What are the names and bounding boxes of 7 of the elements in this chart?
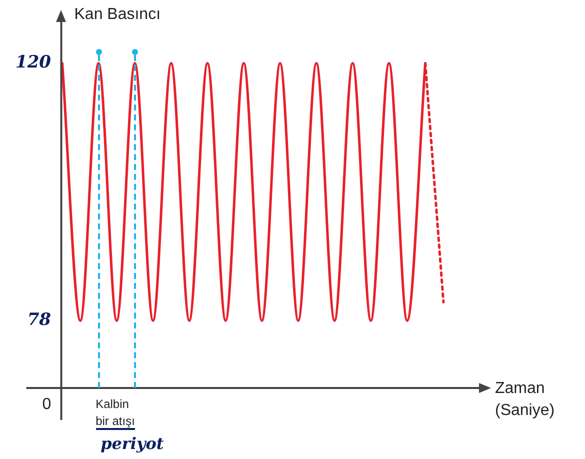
text: periyot	[100, 434, 164, 453]
text: 0	[42, 396, 52, 414]
text: Kalbin bir atışı	[96, 396, 135, 430]
x-axis-title: Zaman (Saniye)	[495, 379, 555, 421]
y-axis-title: Kan Basıncı	[74, 6, 161, 24]
y-tick-label: 78	[27, 310, 52, 330]
y-tick-label: 120	[16, 52, 52, 73]
